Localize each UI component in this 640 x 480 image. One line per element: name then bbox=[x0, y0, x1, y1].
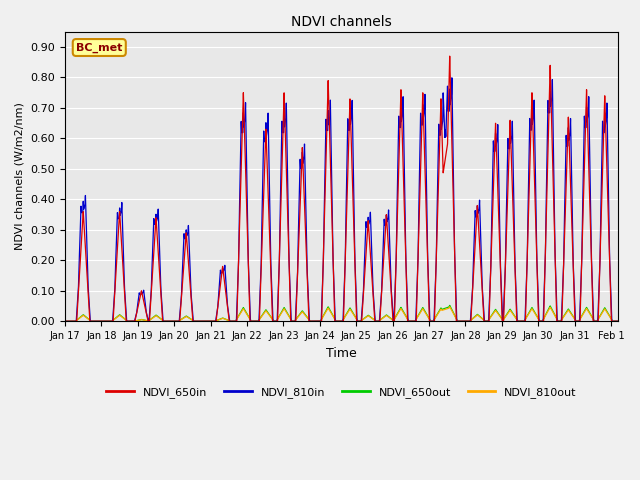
NDVI_810in bbox=[61, 318, 69, 324]
NDVI_650out bbox=[513, 317, 521, 323]
NDVI_650out bbox=[614, 318, 622, 324]
NDVI_810in bbox=[614, 318, 622, 324]
NDVI_650out bbox=[414, 313, 422, 319]
NDVI_810in bbox=[448, 75, 456, 81]
NDVI_650out bbox=[477, 314, 484, 320]
Legend: NDVI_650in, NDVI_810in, NDVI_650out, NDVI_810out: NDVI_650in, NDVI_810in, NDVI_650out, NDV… bbox=[102, 383, 581, 403]
NDVI_810in bbox=[90, 318, 98, 324]
NDVI_650in bbox=[614, 318, 622, 324]
NDVI_650out bbox=[446, 302, 454, 308]
NDVI_650in bbox=[90, 318, 98, 324]
NDVI_650in bbox=[506, 135, 513, 141]
NDVI_650in bbox=[446, 53, 454, 59]
Line: NDVI_650in: NDVI_650in bbox=[65, 56, 618, 321]
NDVI_650in bbox=[492, 128, 500, 133]
NDVI_650out bbox=[492, 307, 500, 312]
NDVI_810out bbox=[446, 304, 454, 310]
NDVI_810in bbox=[477, 236, 484, 241]
Text: BC_met: BC_met bbox=[76, 42, 122, 53]
Line: NDVI_650out: NDVI_650out bbox=[65, 305, 618, 321]
NDVI_810in bbox=[506, 146, 513, 152]
NDVI_810in bbox=[414, 246, 422, 252]
NDVI_810out bbox=[614, 318, 622, 324]
NDVI_810out bbox=[61, 318, 69, 324]
NDVI_810out bbox=[492, 308, 500, 313]
NDVI_650in bbox=[513, 318, 521, 324]
NDVI_810out bbox=[414, 313, 422, 319]
NDVI_650out bbox=[90, 318, 98, 324]
Title: NDVI channels: NDVI channels bbox=[291, 15, 392, 29]
NDVI_650in bbox=[61, 318, 69, 324]
NDVI_650in bbox=[477, 264, 484, 269]
Y-axis label: NDVI channels (W/m2/nm): NDVI channels (W/m2/nm) bbox=[15, 102, 25, 251]
NDVI_810out bbox=[506, 308, 513, 314]
NDVI_650out bbox=[506, 307, 513, 313]
Line: NDVI_810out: NDVI_810out bbox=[65, 307, 618, 321]
NDVI_650out bbox=[61, 318, 69, 324]
X-axis label: Time: Time bbox=[326, 347, 357, 360]
NDVI_810out bbox=[513, 317, 521, 323]
NDVI_650in bbox=[414, 251, 422, 257]
NDVI_810in bbox=[513, 318, 521, 324]
NDVI_810out bbox=[90, 318, 98, 324]
NDVI_810out bbox=[477, 315, 484, 321]
Line: NDVI_810in: NDVI_810in bbox=[65, 78, 618, 321]
NDVI_810in bbox=[492, 138, 500, 144]
